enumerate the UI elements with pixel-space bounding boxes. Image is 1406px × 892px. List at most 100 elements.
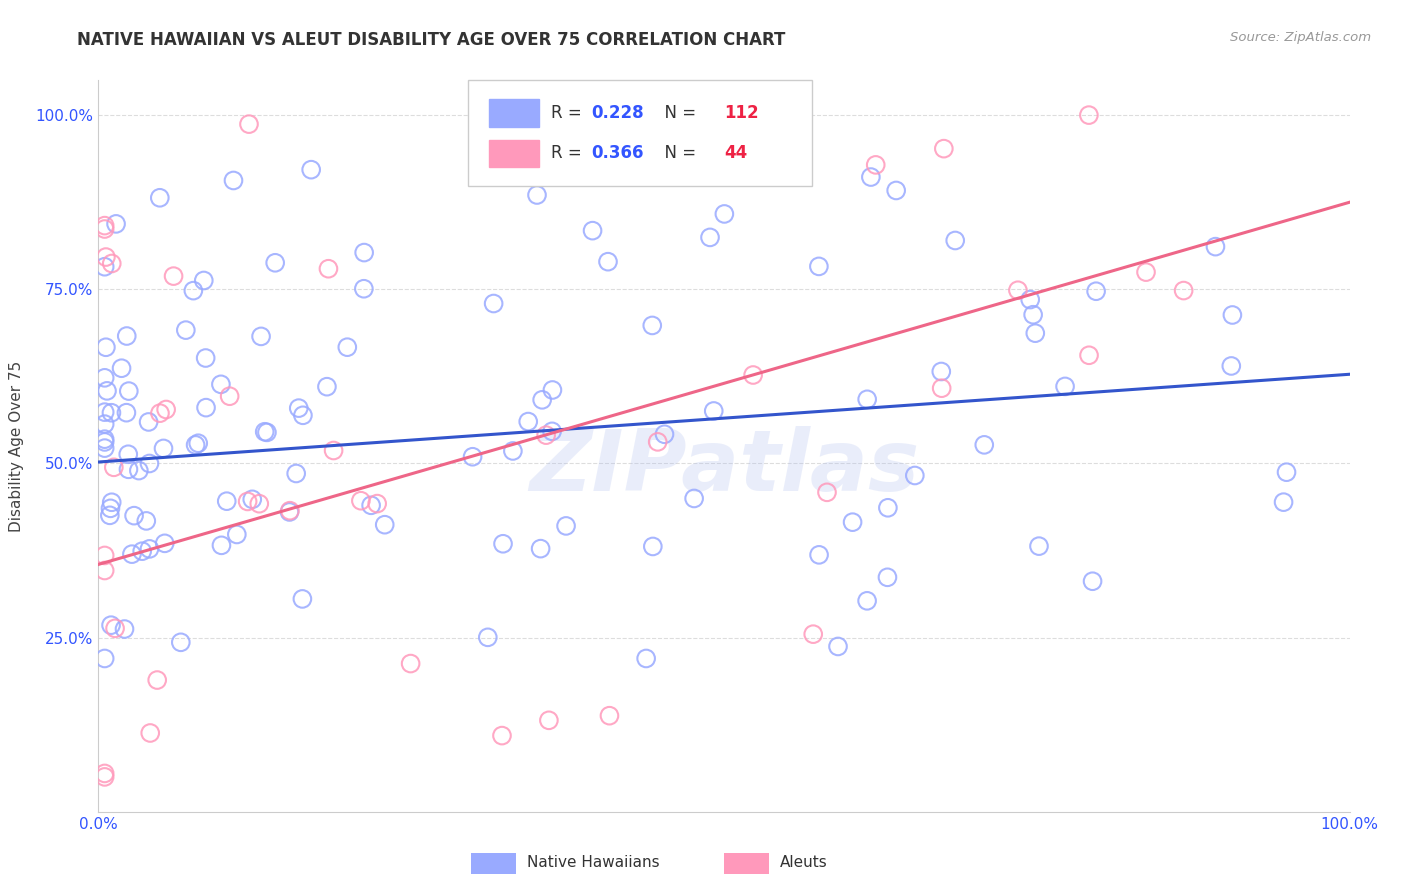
Point bbox=[138, 541, 160, 556]
Point bbox=[138, 415, 160, 429]
Point bbox=[117, 462, 139, 476]
Text: Source: ZipAtlas.com: Source: ZipAtlas.com bbox=[1230, 31, 1371, 45]
Point bbox=[322, 443, 344, 458]
Point bbox=[194, 351, 217, 365]
Text: 0.228: 0.228 bbox=[592, 104, 644, 122]
Point bbox=[876, 570, 898, 584]
Point bbox=[1019, 293, 1042, 307]
Point bbox=[856, 594, 879, 608]
Point bbox=[115, 406, 138, 420]
Point bbox=[1007, 283, 1029, 297]
Point bbox=[285, 467, 308, 481]
Point bbox=[841, 515, 863, 529]
Point bbox=[100, 406, 122, 420]
Point bbox=[93, 766, 115, 780]
Point bbox=[529, 541, 551, 556]
Point bbox=[1173, 284, 1195, 298]
Point bbox=[100, 501, 122, 516]
Point bbox=[599, 108, 621, 122]
Point bbox=[856, 392, 879, 407]
Y-axis label: Disability Age Over 75: Disability Age Over 75 bbox=[10, 360, 24, 532]
Point bbox=[336, 340, 359, 354]
Point bbox=[1220, 359, 1243, 373]
Point bbox=[93, 434, 115, 449]
Text: Aleuts: Aleuts bbox=[780, 855, 828, 870]
Point bbox=[1054, 379, 1077, 393]
Point bbox=[114, 622, 136, 636]
Point bbox=[93, 405, 115, 419]
Point bbox=[1135, 265, 1157, 279]
Point bbox=[118, 384, 141, 398]
Point bbox=[93, 441, 115, 455]
Point bbox=[491, 729, 513, 743]
Point bbox=[256, 425, 278, 440]
Point bbox=[195, 401, 218, 415]
Point bbox=[1022, 308, 1045, 322]
Point bbox=[100, 256, 122, 270]
Point bbox=[502, 444, 524, 458]
Point bbox=[162, 269, 184, 284]
Point bbox=[683, 491, 706, 506]
Text: Native Hawaiians: Native Hawaiians bbox=[527, 855, 659, 870]
Point bbox=[93, 651, 115, 665]
Point bbox=[541, 425, 564, 439]
Point bbox=[636, 651, 658, 665]
Point bbox=[94, 250, 117, 264]
Point bbox=[253, 425, 276, 439]
Point bbox=[93, 417, 115, 431]
Point bbox=[138, 457, 160, 471]
Point bbox=[537, 714, 560, 728]
Point bbox=[93, 222, 115, 236]
Point bbox=[318, 261, 340, 276]
Point bbox=[222, 173, 245, 187]
Point bbox=[541, 383, 564, 397]
Point bbox=[93, 549, 115, 563]
Point bbox=[291, 409, 314, 423]
Point bbox=[209, 377, 232, 392]
Point bbox=[287, 401, 309, 416]
Point bbox=[353, 245, 375, 260]
Point bbox=[250, 329, 273, 343]
Text: 112: 112 bbox=[724, 104, 759, 122]
Point bbox=[135, 514, 157, 528]
Point bbox=[122, 508, 145, 523]
Point bbox=[461, 450, 484, 464]
Point bbox=[654, 427, 676, 442]
Point bbox=[647, 434, 669, 449]
Point bbox=[299, 162, 322, 177]
Point bbox=[1204, 240, 1226, 254]
Point bbox=[1085, 284, 1108, 298]
Point bbox=[316, 380, 339, 394]
Point bbox=[236, 494, 259, 508]
Point bbox=[278, 505, 301, 519]
Point bbox=[859, 169, 882, 184]
Point bbox=[149, 191, 172, 205]
Point bbox=[174, 323, 197, 337]
Point bbox=[713, 207, 735, 221]
Text: ZIPatlas: ZIPatlas bbox=[529, 426, 920, 509]
Point bbox=[1028, 539, 1050, 553]
Point bbox=[932, 142, 955, 156]
Point bbox=[561, 169, 583, 184]
Point bbox=[943, 234, 966, 248]
Point bbox=[808, 548, 831, 562]
Point bbox=[884, 184, 907, 198]
Point bbox=[93, 371, 115, 385]
Point bbox=[93, 432, 115, 446]
Point bbox=[807, 260, 830, 274]
Text: R =: R = bbox=[551, 104, 588, 122]
Point bbox=[115, 329, 138, 343]
Point bbox=[139, 726, 162, 740]
Point bbox=[482, 296, 505, 310]
Point bbox=[1081, 574, 1104, 589]
Point bbox=[183, 284, 205, 298]
Point bbox=[131, 544, 153, 558]
Point bbox=[742, 368, 765, 382]
Point bbox=[105, 217, 128, 231]
Point bbox=[526, 188, 548, 202]
Point bbox=[100, 495, 122, 509]
Point bbox=[93, 770, 115, 784]
Point bbox=[184, 438, 207, 452]
FancyBboxPatch shape bbox=[468, 80, 811, 186]
Point bbox=[492, 537, 515, 551]
